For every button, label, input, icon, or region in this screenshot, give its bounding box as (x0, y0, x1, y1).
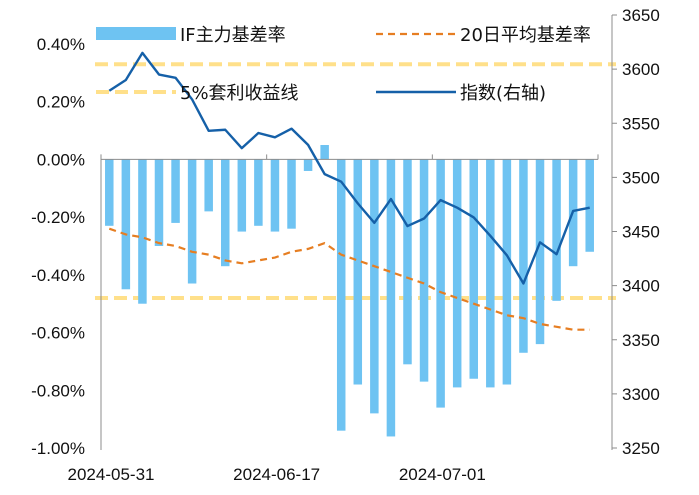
right-tick-label-7: 3300 (622, 385, 660, 404)
bar-5 (187, 159, 197, 284)
bar-26 (535, 159, 545, 345)
legend-label-basis: IF主力基差率 (180, 25, 286, 46)
bar-14 (336, 159, 346, 431)
left-tick-label-3: -0.20% (31, 208, 85, 227)
bar-3 (154, 159, 164, 246)
right-tick-label-8: 3250 (622, 439, 660, 458)
right-tick-label-0: 3650 (622, 6, 660, 25)
tick-labels: 0.40% 0.20% 0.00% -0.20% -0.40% -0.60% -0.80% -… (31, 6, 660, 484)
bar-27 (552, 159, 561, 301)
right-tick-label-4: 3450 (622, 223, 660, 242)
right-tick-label-5: 3400 (622, 277, 660, 296)
x-tick-label-0: 2024-05-31 (68, 465, 155, 484)
bar-6 (204, 159, 213, 212)
bar-2 (138, 159, 147, 304)
bar-10 (270, 159, 280, 232)
x-tick-label-2: 2024-07-01 (399, 465, 486, 484)
left-tick-label-6: -0.80% (31, 381, 85, 400)
legend: IF主力基差率 20日平均基差率 5%套利收益线 指数(右轴) (96, 25, 591, 104)
bar-13 (320, 145, 329, 160)
basis-bars (105, 145, 594, 437)
index-line (108, 51, 590, 285)
bar-21 (452, 159, 462, 388)
legend-label-index: 指数(右轴) (460, 83, 546, 104)
left-tick-label-0: 0.40% (37, 35, 85, 54)
ma20-line (108, 227, 590, 331)
bar-7 (221, 159, 230, 267)
legend-swatch-basis (96, 27, 176, 40)
right-tick-label-3: 3500 (622, 168, 660, 187)
legend-label-ma20: 20日平均基差率 (460, 25, 591, 46)
bar-29 (585, 159, 594, 252)
axes (100, 14, 617, 450)
bar-11 (287, 159, 296, 229)
bar-20 (436, 159, 445, 408)
bar-18 (403, 159, 412, 365)
left-tick-label-4: -0.40% (31, 266, 85, 285)
right-tick-label-2: 3550 (622, 114, 660, 133)
left-tick-label-7: -1.00% (31, 439, 85, 458)
index-series (108, 51, 590, 285)
bar-16 (370, 159, 379, 414)
bar-15 (353, 159, 363, 385)
bar-24 (502, 159, 512, 385)
right-tick-label-1: 3600 (622, 60, 660, 79)
arbitrage-band-lines (95, 62, 616, 300)
legend-label-band: 5%套利收益线 (180, 83, 299, 104)
left-tick-label-2: 0.00% (37, 150, 85, 169)
bar-4 (171, 159, 180, 223)
x-tick-label-1: 2024-06-17 (233, 465, 320, 484)
bar-0 (105, 159, 114, 226)
bar-19 (419, 159, 429, 382)
bar-9 (254, 159, 263, 226)
left-tick-label-1: 0.20% (37, 93, 85, 112)
bar-12 (303, 159, 313, 171)
right-tick-label-6: 3350 (622, 331, 660, 350)
bar-22 (469, 159, 478, 379)
bar-23 (486, 159, 495, 388)
bar-25 (519, 159, 528, 353)
bar-1 (121, 159, 131, 290)
bar-17 (386, 159, 396, 437)
ma20-series (108, 227, 590, 331)
bar-8 (237, 159, 247, 232)
left-tick-label-5: -0.60% (31, 324, 85, 343)
